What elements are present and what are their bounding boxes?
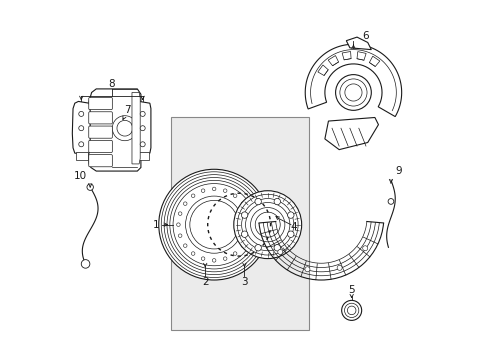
Bar bbox=[137, 153, 149, 160]
Circle shape bbox=[287, 212, 293, 218]
Polygon shape bbox=[72, 102, 90, 153]
Circle shape bbox=[273, 198, 280, 205]
Polygon shape bbox=[324, 117, 378, 150]
Bar bbox=[76, 153, 88, 160]
Circle shape bbox=[183, 244, 186, 247]
Ellipse shape bbox=[255, 212, 280, 237]
Circle shape bbox=[233, 252, 236, 255]
Circle shape bbox=[178, 234, 182, 238]
Circle shape bbox=[362, 246, 367, 251]
Text: 7: 7 bbox=[124, 105, 130, 115]
Bar bbox=[171, 117, 308, 330]
Circle shape bbox=[387, 199, 393, 204]
Polygon shape bbox=[317, 65, 327, 76]
Circle shape bbox=[87, 184, 93, 190]
Circle shape bbox=[81, 260, 90, 268]
Circle shape bbox=[277, 249, 282, 255]
Polygon shape bbox=[132, 93, 140, 164]
Circle shape bbox=[201, 189, 204, 193]
Circle shape bbox=[254, 244, 261, 251]
Text: 6: 6 bbox=[362, 31, 368, 41]
Circle shape bbox=[212, 258, 216, 262]
Circle shape bbox=[241, 212, 247, 218]
Ellipse shape bbox=[237, 194, 298, 255]
Ellipse shape bbox=[344, 303, 358, 318]
Polygon shape bbox=[368, 56, 379, 67]
Circle shape bbox=[79, 111, 83, 116]
Ellipse shape bbox=[245, 203, 289, 247]
Circle shape bbox=[344, 84, 361, 101]
Polygon shape bbox=[134, 102, 151, 153]
Polygon shape bbox=[327, 55, 338, 66]
Ellipse shape bbox=[233, 191, 301, 258]
Text: 8: 8 bbox=[108, 79, 115, 89]
Circle shape bbox=[201, 257, 204, 260]
Circle shape bbox=[191, 194, 195, 198]
Circle shape bbox=[233, 194, 236, 198]
Circle shape bbox=[112, 116, 137, 141]
Circle shape bbox=[246, 212, 249, 215]
Text: 5: 5 bbox=[347, 285, 354, 295]
Circle shape bbox=[178, 212, 182, 215]
Circle shape bbox=[241, 231, 247, 238]
Polygon shape bbox=[305, 44, 401, 117]
Circle shape bbox=[117, 120, 132, 136]
Circle shape bbox=[191, 252, 195, 255]
Circle shape bbox=[273, 244, 280, 251]
Circle shape bbox=[287, 231, 293, 238]
Circle shape bbox=[335, 75, 370, 111]
Text: 10: 10 bbox=[74, 171, 86, 181]
FancyBboxPatch shape bbox=[88, 140, 112, 153]
Circle shape bbox=[176, 223, 180, 226]
Ellipse shape bbox=[159, 169, 269, 280]
FancyBboxPatch shape bbox=[88, 155, 112, 167]
Circle shape bbox=[223, 257, 226, 260]
Circle shape bbox=[246, 234, 249, 238]
Circle shape bbox=[254, 198, 261, 205]
Polygon shape bbox=[356, 51, 366, 60]
Ellipse shape bbox=[185, 196, 242, 253]
Ellipse shape bbox=[250, 207, 285, 242]
Ellipse shape bbox=[241, 199, 293, 251]
Circle shape bbox=[241, 244, 244, 247]
Circle shape bbox=[336, 265, 342, 270]
Circle shape bbox=[212, 187, 216, 191]
Text: 9: 9 bbox=[395, 166, 401, 176]
Circle shape bbox=[241, 202, 244, 206]
Circle shape bbox=[140, 111, 145, 116]
Circle shape bbox=[339, 79, 366, 106]
Polygon shape bbox=[342, 51, 350, 60]
Circle shape bbox=[79, 142, 83, 147]
Polygon shape bbox=[88, 89, 141, 171]
Text: 3: 3 bbox=[241, 277, 247, 287]
Polygon shape bbox=[346, 37, 370, 50]
Circle shape bbox=[183, 202, 186, 206]
Ellipse shape bbox=[346, 306, 355, 315]
Text: 1: 1 bbox=[152, 220, 159, 230]
Ellipse shape bbox=[341, 300, 361, 320]
Circle shape bbox=[140, 142, 145, 147]
Text: 4: 4 bbox=[290, 222, 297, 232]
Circle shape bbox=[247, 223, 251, 226]
FancyBboxPatch shape bbox=[88, 98, 112, 110]
Text: 2: 2 bbox=[202, 277, 208, 287]
FancyBboxPatch shape bbox=[88, 126, 112, 138]
Circle shape bbox=[223, 189, 226, 193]
Circle shape bbox=[79, 126, 83, 131]
Ellipse shape bbox=[189, 201, 238, 249]
Circle shape bbox=[140, 126, 145, 131]
FancyBboxPatch shape bbox=[88, 112, 112, 124]
Circle shape bbox=[305, 267, 309, 272]
